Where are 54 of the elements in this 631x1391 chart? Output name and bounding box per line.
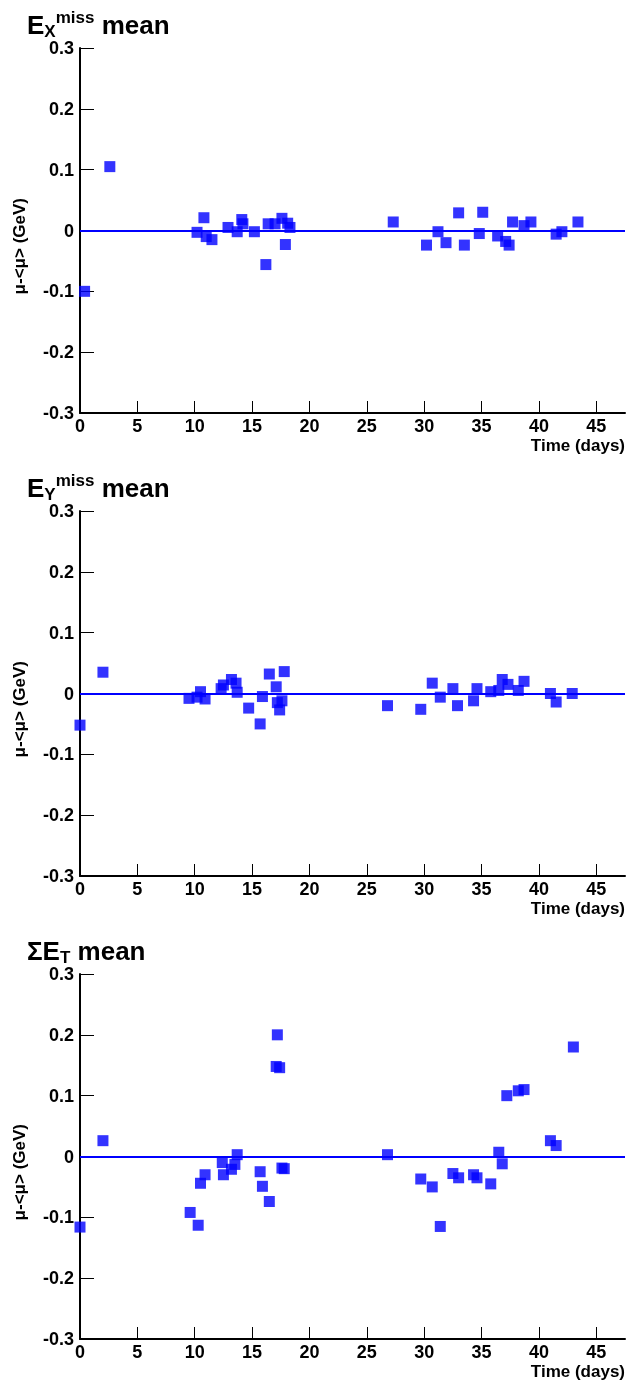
x-tick-label: 20 [299, 1342, 320, 1362]
x-axis-title: Time (days) [530, 436, 625, 455]
x-tick-label: 40 [528, 879, 549, 899]
x-tick-label: 10 [184, 416, 205, 436]
x-tick-label: 40 [528, 1342, 549, 1362]
x-tick-label: 30 [414, 879, 435, 899]
y-tick-label: 0.3 [48, 38, 74, 58]
y-tick-label: 0.2 [48, 561, 74, 582]
x-tick-label: 30 [414, 1342, 435, 1362]
y-tick-label: -0.2 [42, 342, 74, 363]
x-tick-label: 5 [132, 879, 143, 899]
y-tick-label: 0.1 [48, 159, 74, 180]
x-tick-label: 20 [299, 879, 320, 899]
y-tick-label: 0 [63, 1146, 74, 1167]
y-tick-label: 0.1 [48, 622, 74, 643]
x-tick-label: 15 [242, 416, 263, 436]
x-tick-label: 20 [299, 416, 320, 436]
y-tick-label: 0 [63, 220, 74, 241]
x-tick-label: 35 [471, 1342, 492, 1362]
y-axis-title: μ-<μ> (GeV) [10, 198, 29, 295]
y-tick-label: 0 [63, 683, 74, 704]
x-tick-label: 15 [242, 879, 263, 899]
x-tick-label: 5 [132, 1342, 143, 1362]
x-tick-label: 10 [184, 1342, 205, 1362]
y-tick-label: -0.1 [42, 744, 74, 765]
x-tick-label: 25 [356, 416, 377, 436]
y-tick-label: 0.2 [48, 1024, 74, 1045]
x-tick-label: 45 [586, 879, 607, 899]
y-axis-title: μ-<μ> (GeV) [10, 1124, 29, 1221]
y-tick-label: 0.1 [48, 1085, 74, 1106]
y-tick-label: -0.3 [42, 1329, 74, 1349]
x-tick-label: 35 [471, 416, 492, 436]
x-tick-label: 45 [586, 1342, 607, 1362]
x-axis-title: Time (days) [530, 899, 625, 918]
x-tick-label: 10 [184, 879, 205, 899]
x-tick-label: 25 [356, 1342, 377, 1362]
x-tick-label: 5 [132, 416, 143, 436]
y-tick-label: -0.2 [42, 1268, 74, 1289]
y-tick-label: -0.1 [42, 281, 74, 302]
x-tick-label: 40 [528, 416, 549, 436]
y-tick-label: -0.3 [42, 403, 74, 423]
y-tick-label: 0.3 [48, 964, 74, 984]
y-tick-label: -0.3 [42, 866, 74, 886]
y-tick-label: 0.3 [48, 501, 74, 521]
y-axis-title: μ-<μ> (GeV) [10, 661, 29, 758]
x-axis-title: Time (days) [530, 1362, 625, 1381]
y-tick-label: -0.2 [42, 805, 74, 826]
y-tick-label: 0.2 [48, 98, 74, 119]
x-tick-label: 25 [356, 879, 377, 899]
x-tick-label: 35 [471, 879, 492, 899]
x-tick-label: 15 [242, 1342, 263, 1362]
x-tick-label: 30 [414, 416, 435, 436]
x-tick-label: 45 [586, 416, 607, 436]
y-tick-label: -0.1 [42, 1207, 74, 1228]
